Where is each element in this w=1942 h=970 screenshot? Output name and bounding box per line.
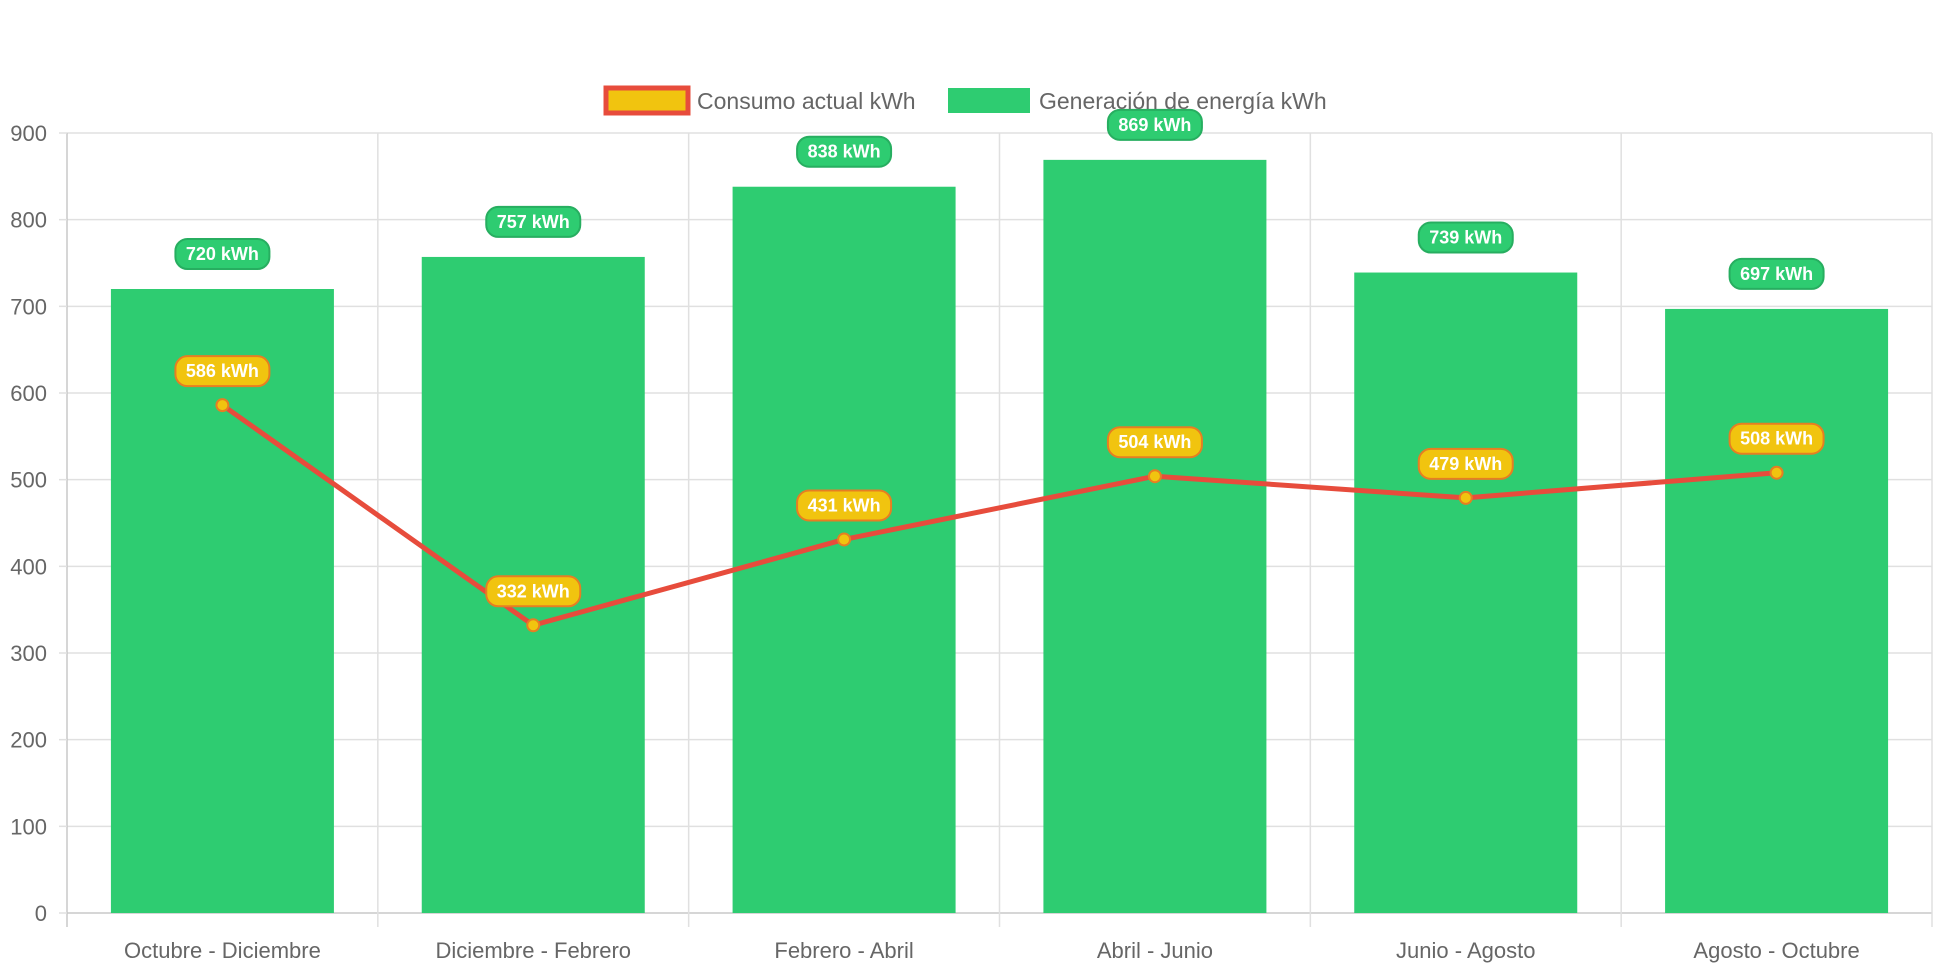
point-value-label: 504 kWh	[1118, 432, 1191, 452]
legend: Consumo actual kWh Generación de energía…	[603, 85, 1327, 116]
bar-value-label: 869 kWh	[1118, 115, 1191, 135]
y-tick-label: 0	[35, 901, 47, 926]
point-value-label-bg	[485, 575, 582, 608]
generation-bars	[110, 159, 1889, 913]
point-consumption[interactable]	[215, 398, 230, 413]
point-value-label-bg	[1728, 422, 1825, 455]
legend-swatch-generation[interactable]	[948, 88, 1030, 113]
x-tick-label: Junio - Agosto	[1396, 938, 1535, 963]
consumption-line	[215, 398, 1784, 633]
x-tick-label: Abril - Junio	[1097, 938, 1213, 963]
legend-label-generation[interactable]: Generación de energía kWh	[1039, 88, 1327, 114]
bar-value-label: 838 kWh	[808, 142, 881, 162]
point-value-label-bg	[1106, 426, 1203, 459]
bar-value-label-bg	[796, 135, 893, 168]
point-consumption[interactable]	[1769, 465, 1784, 480]
x-tick-label: Agosto - Octubre	[1693, 938, 1859, 963]
point-consumption[interactable]	[526, 618, 541, 633]
bar-value-label-bg	[174, 238, 271, 270]
bar-value-label-bg	[485, 205, 582, 238]
point-value-label-bg	[796, 489, 893, 522]
bar-generation[interactable]	[110, 289, 334, 913]
bar-value-label: 697 kWh	[1740, 264, 1813, 284]
point-consumption[interactable]	[1458, 490, 1473, 505]
x-tick-label: Febrero - Abril	[774, 938, 913, 963]
point-value-label: 479 kWh	[1429, 454, 1502, 474]
point-value-label: 431 kWh	[808, 495, 881, 515]
bar-value-label: 720 kWh	[186, 244, 259, 264]
point-value-label-bg	[1417, 447, 1514, 480]
point-value-label: 332 kWh	[497, 581, 570, 601]
grid-lines	[66, 132, 1933, 927]
data-labels: 720 kWh 757 kWh 838 kWh 869 kWh 739 kWh 697 k…	[174, 108, 1825, 608]
bar-value-label: 739 kWh	[1429, 228, 1502, 248]
bar-value-label: 757 kWh	[497, 212, 570, 232]
y-tick-label: 400	[10, 554, 47, 579]
axes: 0 100 200 300 400 500 600 700 800 900 Octubre - Di…	[10, 121, 1859, 963]
y-tick-label: 500	[10, 468, 47, 493]
y-tick-label: 700	[10, 294, 47, 319]
y-tick-label: 200	[10, 728, 47, 753]
point-value-label: 508 kWh	[1740, 429, 1813, 449]
bar-value-label-bg	[1728, 257, 1825, 290]
point-value-label-bg	[174, 355, 271, 388]
bar-generation[interactable]	[1043, 159, 1267, 913]
y-tick-label: 600	[10, 381, 47, 406]
bar-generation[interactable]	[732, 186, 956, 913]
legend-swatch-consumption[interactable]	[603, 85, 691, 116]
bar-value-label-bg	[1106, 108, 1203, 141]
line-consumption	[220, 403, 1777, 628]
bar-value-label-bg	[1417, 221, 1514, 254]
legend-label-consumption[interactable]: Consumo actual kWh	[697, 88, 916, 114]
bar-generation[interactable]	[1665, 308, 1889, 913]
y-tick-label: 300	[10, 641, 47, 666]
bar-generation[interactable]	[1354, 272, 1578, 913]
x-tick-label: Octubre - Diciembre	[124, 938, 321, 963]
point-value-label: 586 kWh	[186, 361, 259, 381]
y-tick-label: 900	[10, 121, 47, 146]
point-consumption[interactable]	[837, 532, 852, 547]
point-consumption[interactable]	[1147, 469, 1162, 484]
y-tick-label: 800	[10, 208, 47, 233]
y-tick-label: 100	[10, 814, 47, 839]
x-tick-label: Diciembre - Febrero	[435, 938, 631, 963]
